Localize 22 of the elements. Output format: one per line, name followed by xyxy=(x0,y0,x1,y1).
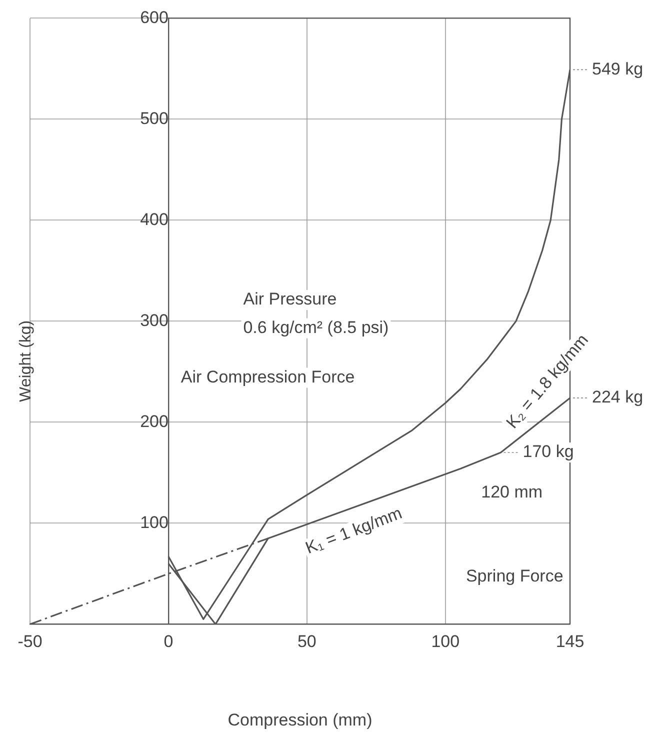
y-axis-title: Weight (kg) xyxy=(17,320,34,402)
text: 224 kg xyxy=(592,388,644,407)
y-tick-label: 500 xyxy=(140,108,168,128)
x-tick-label: 100 xyxy=(431,632,460,652)
annotation: Air Pressure xyxy=(243,290,337,309)
annotation: K₁ = 1 kg/mm xyxy=(302,503,405,558)
x-tick-label: 145 xyxy=(556,632,584,652)
annotation: 0.6 kg/cm² (8.5 psi) xyxy=(243,318,389,337)
x-tick-label: 0 xyxy=(164,632,174,652)
annotation: 170 kg xyxy=(522,442,574,462)
x-axis-title: Compression (mm) xyxy=(228,710,372,730)
x-tick-label: 50 xyxy=(297,632,316,652)
y-tick-label: 300 xyxy=(140,310,168,330)
annotation: Air Compression Force xyxy=(180,367,355,386)
y-tick-label: 400 xyxy=(140,210,168,229)
annotation: Spring Force xyxy=(466,566,564,586)
annotation: 120 mm xyxy=(481,482,543,502)
y-tick-label: 200 xyxy=(140,412,168,431)
x-tick-label: -50 xyxy=(18,632,42,652)
y-tick-label: 600 xyxy=(140,8,168,27)
text: 549 kg xyxy=(592,59,644,78)
y-tick-label: 100 xyxy=(140,512,168,532)
